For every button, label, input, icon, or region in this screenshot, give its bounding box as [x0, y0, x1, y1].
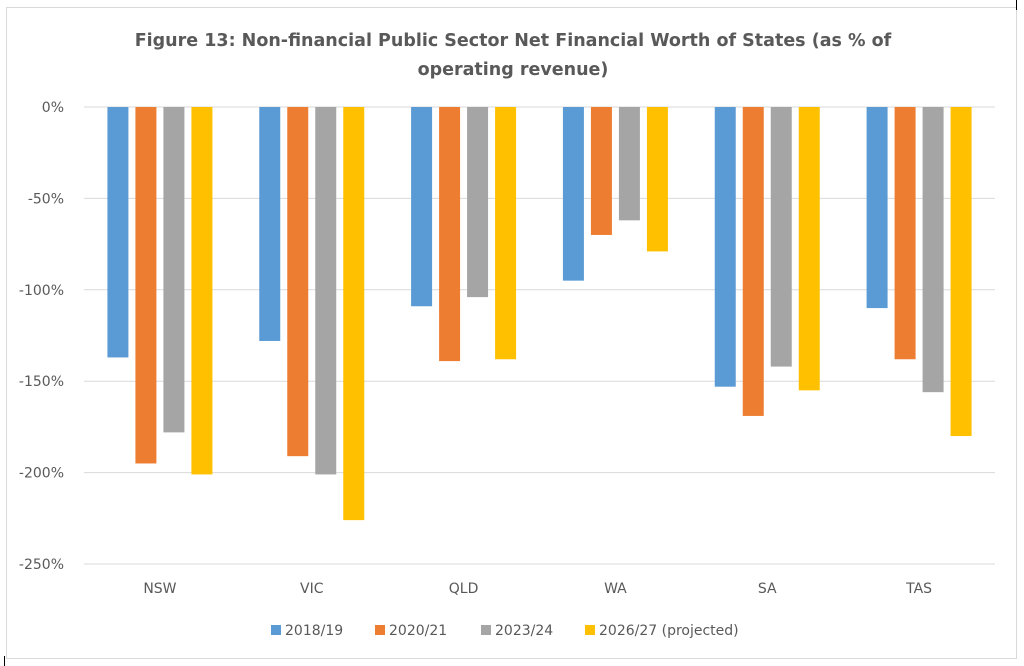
bar — [950, 107, 972, 437]
gridlines — [84, 106, 995, 565]
y-tick-label: -200% — [19, 466, 64, 482]
bar — [439, 107, 461, 362]
corner-mark-bottom-left — [4, 656, 5, 666]
bar — [922, 107, 944, 393]
bar — [107, 107, 129, 358]
bar — [495, 107, 517, 360]
bar-series — [107, 107, 972, 521]
bar — [866, 107, 888, 309]
legend-label: 2026/27 (projected) — [599, 623, 739, 639]
chart-title: Figure 13: Non-financial Public Sector N… — [135, 31, 892, 80]
x-tick-label: NSW — [143, 581, 176, 597]
x-tick-label: VIC — [300, 581, 324, 597]
x-tick-label: WA — [604, 581, 627, 597]
bar — [259, 107, 281, 341]
bar — [590, 107, 612, 235]
legend-swatch — [375, 625, 385, 635]
legend-item: 2026/27 (projected) — [585, 623, 739, 639]
bar — [191, 107, 213, 475]
bar — [714, 107, 736, 387]
legend-label: 2023/24 — [495, 623, 553, 639]
legend-item: 2023/24 — [481, 623, 553, 639]
y-axis-tick-labels: 0% -50% -100% -150% -200% -250% — [19, 100, 64, 573]
series-2020-21 — [135, 107, 916, 464]
chart-title-line-1: Figure 13: Non-financial Public Sector N… — [135, 31, 892, 51]
bar — [646, 107, 668, 252]
legend-item: 2020/21 — [375, 623, 447, 639]
bar — [742, 107, 764, 416]
y-tick-label: -250% — [19, 557, 64, 573]
x-tick-label: SA — [758, 581, 777, 597]
series-2023-24 — [163, 107, 944, 475]
legend-label: 2018/19 — [285, 623, 343, 639]
bar — [163, 107, 185, 433]
corner-mark-top-right — [1016, 0, 1017, 10]
legend-item: 2018/19 — [271, 623, 343, 639]
bar — [343, 107, 365, 521]
y-tick-label: -100% — [19, 283, 64, 299]
bar — [894, 107, 916, 360]
chart-title-line-2: operating revenue) — [418, 60, 609, 80]
bar — [315, 107, 337, 475]
bar — [798, 107, 820, 391]
legend: 2018/19 2020/21 2023/24 2026/27 (projected) — [271, 623, 739, 639]
bar — [770, 107, 792, 367]
bar — [287, 107, 309, 457]
series-2018-19 — [107, 107, 888, 387]
y-tick-label: 0% — [42, 100, 64, 116]
y-tick-label: -150% — [19, 374, 64, 390]
legend-label: 2020/21 — [389, 623, 447, 639]
bar — [618, 107, 640, 221]
bar — [467, 107, 489, 298]
bar — [135, 107, 157, 464]
bar — [411, 107, 433, 307]
legend-swatch — [271, 625, 281, 635]
x-axis-tick-labels: NSW VIC QLD WA SA TAS — [143, 581, 932, 597]
legend-swatch — [481, 625, 491, 635]
x-tick-label: TAS — [905, 581, 932, 597]
bar — [562, 107, 584, 281]
series-2026-27-projected- — [191, 107, 972, 521]
x-tick-label: QLD — [449, 581, 479, 597]
y-tick-label: -50% — [28, 191, 64, 207]
legend-swatch — [585, 625, 595, 635]
